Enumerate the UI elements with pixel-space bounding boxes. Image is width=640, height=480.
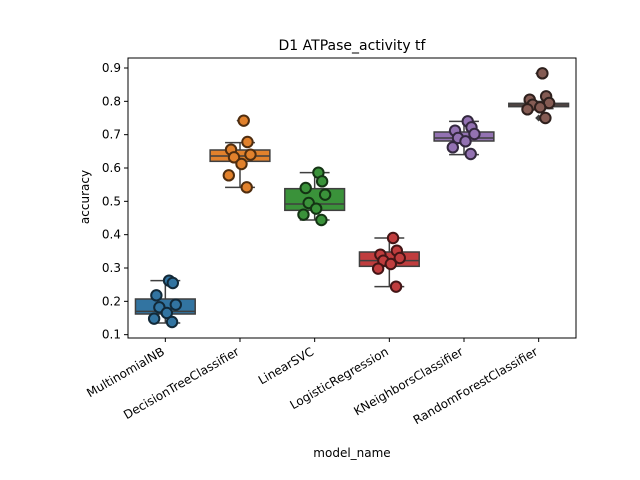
data-point [539, 111, 552, 125]
data-point [464, 147, 477, 161]
data-point [237, 114, 250, 127]
y-tick-label: 0.4 [102, 228, 121, 242]
data-point [227, 151, 241, 164]
data-point [169, 298, 182, 311]
data-point [244, 148, 257, 161]
data-point [150, 289, 163, 302]
plot-frame [127, 57, 577, 339]
data-point [533, 101, 547, 114]
y-tick-label: 0.1 [102, 328, 121, 342]
y-tick-label: 0.2 [102, 294, 121, 308]
data-point [386, 231, 400, 245]
data-point [222, 169, 236, 182]
data-point [468, 127, 481, 141]
data-point [446, 141, 459, 154]
data-point [235, 157, 248, 171]
box-group-multinomialnb [134, 274, 196, 329]
y-axis: 0.1 0.2 0.3 0.4 0.5 0.6 0.7 0.8 0.9 [102, 61, 128, 342]
box-group-kneighborsclassifier [433, 115, 495, 161]
data-point [318, 188, 332, 201]
data-point [160, 306, 174, 320]
x-axis-label: model_name [313, 446, 390, 460]
data-point [384, 257, 398, 271]
data-point [315, 213, 328, 227]
y-tick-label: 0.5 [102, 194, 121, 208]
y-tick-label: 0.7 [102, 128, 121, 142]
box-group-randomforestclassifier [508, 67, 570, 125]
data-point [459, 135, 472, 148]
chart-title: D1 ATPase_activity tf [279, 38, 427, 54]
data-point [389, 280, 403, 293]
data-point [371, 262, 385, 275]
y-tick-label: 0.8 [102, 94, 121, 108]
plot-area [127, 57, 577, 339]
data-point [393, 251, 406, 265]
data-point [147, 312, 161, 325]
y-tick-label: 0.3 [102, 261, 121, 275]
data-point [309, 202, 323, 215]
data-point [536, 67, 549, 80]
y-tick-label: 0.9 [102, 61, 121, 75]
box-group-decisiontreeclassifier [209, 114, 271, 194]
data-point [165, 315, 179, 329]
data-point [299, 181, 312, 195]
y-axis-label: accuracy [78, 170, 92, 224]
data-point [240, 181, 253, 194]
box-group-linearsvc [284, 166, 346, 227]
y-tick-label: 0.6 [102, 161, 121, 175]
data-point [297, 208, 310, 221]
data-point [521, 103, 534, 116]
data-point [315, 175, 329, 188]
data-point [166, 276, 180, 290]
data-point [241, 135, 254, 149]
box-group-logisticregression [358, 231, 420, 293]
